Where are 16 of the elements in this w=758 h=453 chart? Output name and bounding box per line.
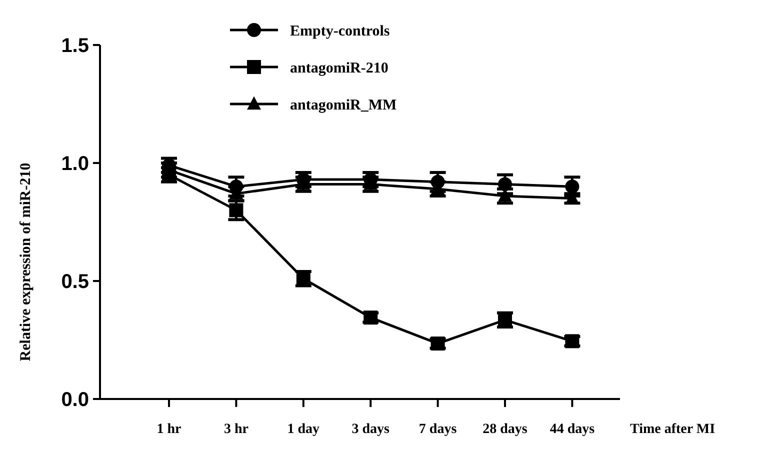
- x-tick-label: 1 day: [287, 422, 320, 437]
- x-tick-label: 3 days: [352, 422, 390, 437]
- x-tick-label: 7 days: [418, 422, 458, 437]
- legend-label: antagomiR_MM: [290, 97, 397, 114]
- y-tick-label: 1.5: [61, 35, 89, 57]
- x-axis-title: Time after MI: [630, 422, 716, 437]
- x-tick-label: 44 days: [550, 422, 596, 437]
- x-tick-label: 1 hr: [156, 422, 182, 437]
- y-axis-title: Relative expression of miR-210: [18, 162, 34, 362]
- x-tick-label: 3 hr: [224, 422, 248, 437]
- legend-label: Empty-controls: [290, 23, 390, 40]
- y-tick-label: 1.0: [61, 153, 89, 175]
- legend-label: antagomiR-210: [290, 60, 388, 76]
- y-tick-label: 0.0: [61, 389, 89, 411]
- x-tick-label: 28 days: [482, 422, 528, 437]
- y-tick-label: 0.5: [61, 271, 89, 293]
